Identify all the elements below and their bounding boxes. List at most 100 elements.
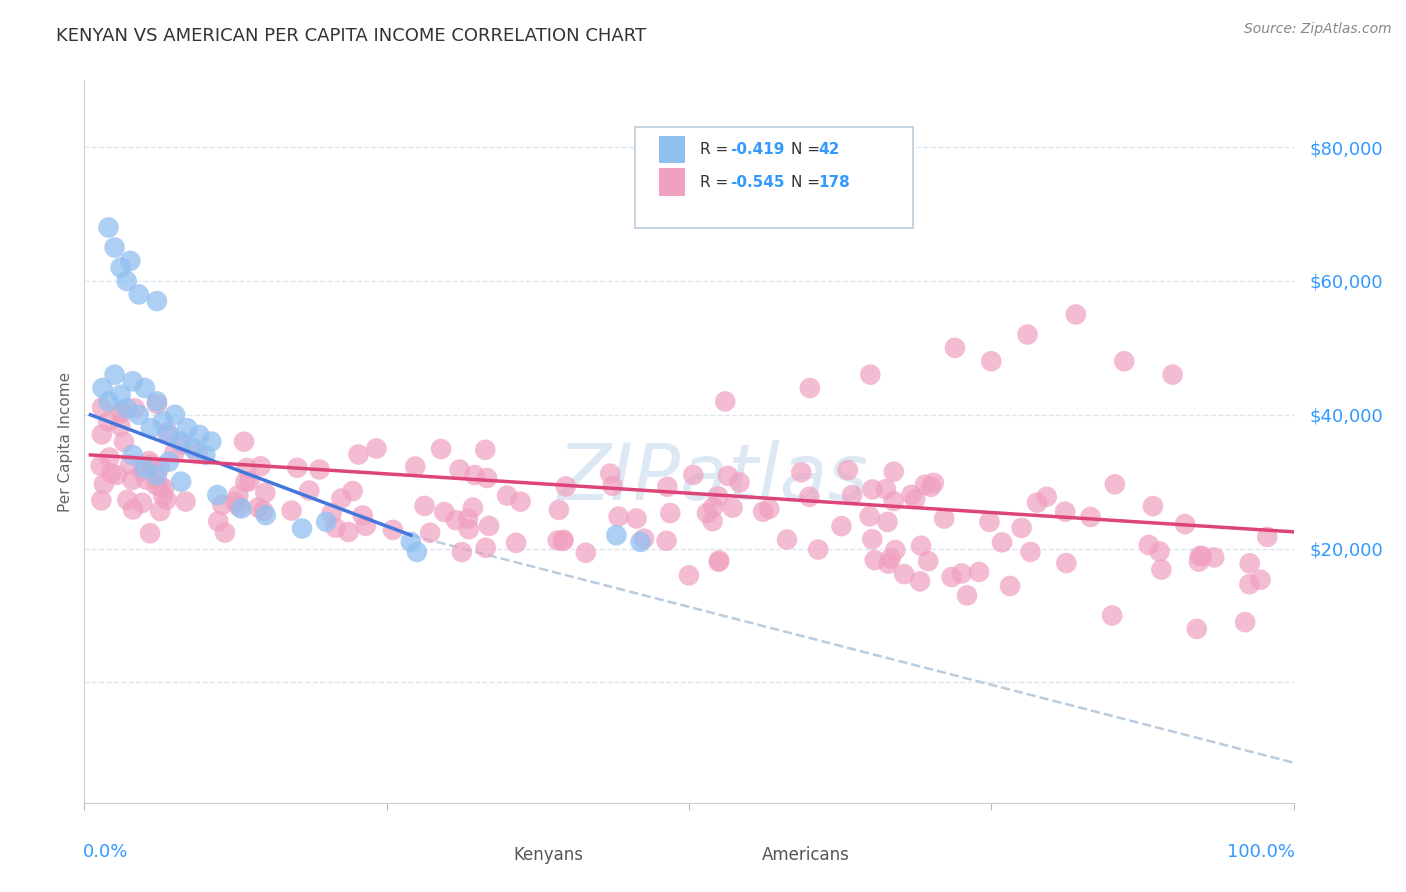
Point <box>145 478 167 492</box>
Point <box>93 477 115 491</box>
Point <box>100 467 122 481</box>
Point <box>630 534 652 549</box>
Text: Source: ZipAtlas.com: Source: ZipAtlas.com <box>1244 22 1392 37</box>
Point <box>859 368 882 382</box>
Y-axis label: Per Capita Income: Per Capita Income <box>58 371 73 512</box>
Point <box>188 427 211 442</box>
Point <box>752 505 775 519</box>
Point <box>799 490 821 504</box>
Point <box>110 387 132 401</box>
Text: ZIPatlas: ZIPatlas <box>558 440 869 516</box>
Point <box>104 368 127 382</box>
Text: Americans: Americans <box>762 846 849 863</box>
Point <box>547 503 569 517</box>
Point <box>678 568 700 582</box>
Point <box>149 479 172 493</box>
Point <box>1137 538 1160 552</box>
Point <box>1054 556 1077 570</box>
Point <box>1188 549 1211 563</box>
Point <box>875 482 897 496</box>
Point <box>1064 307 1087 321</box>
Point <box>991 535 1014 549</box>
Point <box>226 488 249 502</box>
Point <box>139 421 162 435</box>
Point <box>1019 545 1042 559</box>
Point <box>496 489 519 503</box>
Point <box>366 442 388 456</box>
Point <box>97 220 120 235</box>
Text: -0.545: -0.545 <box>730 175 785 190</box>
Point <box>91 401 114 415</box>
Point <box>1185 622 1208 636</box>
Point <box>910 539 932 553</box>
Point <box>121 375 143 389</box>
Point <box>156 425 179 440</box>
Point <box>956 589 979 603</box>
Point <box>464 468 486 483</box>
Point <box>90 458 112 473</box>
Point <box>859 509 882 524</box>
Point <box>419 525 441 540</box>
Point <box>837 463 859 477</box>
Point <box>900 488 922 502</box>
Point <box>110 406 132 420</box>
Point <box>1191 549 1213 563</box>
Point <box>444 513 467 527</box>
Point <box>807 542 830 557</box>
Point <box>170 434 193 449</box>
Point <box>247 500 270 515</box>
Text: R =: R = <box>700 175 733 190</box>
Point <box>404 459 426 474</box>
Point <box>709 553 731 567</box>
Point <box>134 381 156 395</box>
Point <box>90 427 112 442</box>
Point <box>347 448 370 462</box>
Point <box>702 500 724 515</box>
Point <box>922 475 945 490</box>
Point <box>1161 368 1184 382</box>
Point <box>998 579 1021 593</box>
Point <box>146 394 169 409</box>
Point <box>883 465 905 479</box>
Text: 178: 178 <box>818 175 851 190</box>
Point <box>884 543 907 558</box>
Text: -0.419: -0.419 <box>730 142 785 157</box>
Point <box>1011 521 1033 535</box>
Point <box>115 401 138 416</box>
Point <box>553 533 575 547</box>
Point <box>117 492 139 507</box>
Bar <box>659 169 685 196</box>
Point <box>790 466 813 480</box>
Point <box>607 509 630 524</box>
Point <box>152 489 174 503</box>
Point <box>876 515 898 529</box>
Point <box>139 526 162 541</box>
Point <box>121 448 143 462</box>
Point <box>433 505 456 519</box>
Point <box>233 434 256 449</box>
Point <box>315 515 337 529</box>
Point <box>105 467 128 482</box>
Point <box>943 341 966 355</box>
Point <box>860 483 883 497</box>
Point <box>721 500 744 515</box>
Point <box>153 482 176 496</box>
Point <box>602 479 624 493</box>
Point <box>228 500 250 514</box>
Point <box>155 492 177 507</box>
Point <box>233 475 256 490</box>
Point <box>211 498 233 512</box>
Point <box>1054 505 1077 519</box>
Point <box>1239 577 1261 591</box>
Point <box>979 515 1001 529</box>
Point <box>893 567 915 582</box>
Text: N =: N = <box>790 142 824 157</box>
Point <box>830 519 852 533</box>
Point <box>200 434 222 449</box>
Point <box>97 415 120 429</box>
Point <box>1080 510 1102 524</box>
Point <box>186 447 208 461</box>
Point <box>841 488 863 502</box>
Text: 0.0%: 0.0% <box>83 843 128 861</box>
Point <box>207 488 229 502</box>
